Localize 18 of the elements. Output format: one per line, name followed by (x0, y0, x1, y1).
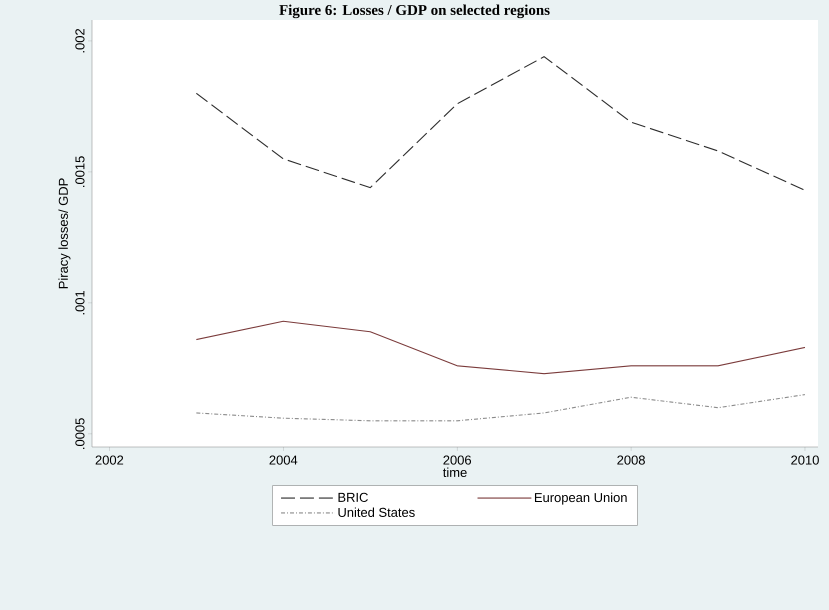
x-tick-label: 2004 (270, 455, 298, 465)
legend-label: European Union (534, 492, 627, 505)
line-series (196, 320, 806, 374)
line-series (196, 56, 806, 191)
y-axis-title: Piracy losses/ GDP (58, 178, 70, 288)
legend-label: United States (338, 507, 415, 517)
y-tick-label: .001 (75, 290, 85, 314)
line-series (196, 394, 806, 422)
x-tick-label: 2002 (96, 455, 124, 465)
x-tick-label: 2006 (443, 455, 472, 465)
x-tick-label: 2010 (791, 455, 819, 465)
x-tick-label: 2008 (617, 455, 645, 465)
y-tick-label: .002 (75, 29, 85, 52)
y-tick-label: .0005 (75, 418, 85, 449)
legend-label: BRIC (338, 492, 368, 502)
x-axis-title: time (442, 468, 467, 478)
chart-title: Figure 6: Losses / GDP on selected regions (279, 4, 550, 18)
y-tick-label: .0015 (75, 156, 85, 187)
